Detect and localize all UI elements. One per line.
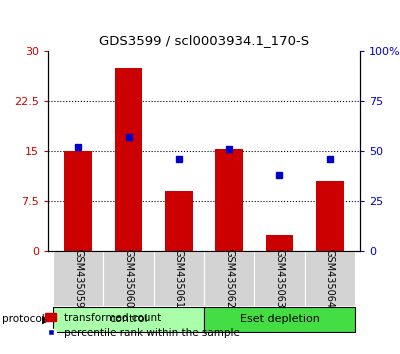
Text: GSM435062: GSM435062	[224, 249, 234, 308]
Bar	[115, 68, 142, 251]
Bar	[64, 152, 92, 251]
Text: GSM435061: GSM435061	[174, 249, 184, 308]
Bar	[154, 251, 204, 306]
Bar	[215, 149, 243, 251]
Bar	[266, 235, 293, 251]
Text: ▶: ▶	[42, 314, 50, 325]
Bar	[204, 251, 254, 306]
Bar	[316, 181, 344, 251]
Bar	[53, 307, 204, 332]
Text: Eset depletion: Eset depletion	[240, 314, 320, 325]
Bar	[53, 251, 103, 306]
Bar	[103, 251, 154, 306]
Bar	[204, 307, 355, 332]
Text: control: control	[109, 314, 148, 325]
Bar	[165, 191, 193, 251]
Legend: transformed count, percentile rank within the sample: transformed count, percentile rank withi…	[41, 309, 244, 342]
Text: GSM435064: GSM435064	[325, 249, 335, 308]
Text: protocol: protocol	[2, 314, 45, 325]
Title: GDS3599 / scl0003934.1_170-S: GDS3599 / scl0003934.1_170-S	[99, 34, 309, 47]
Text: GSM435060: GSM435060	[124, 249, 134, 308]
Bar	[254, 251, 305, 306]
Text: GSM435059: GSM435059	[73, 249, 83, 308]
Text: GSM435063: GSM435063	[274, 249, 284, 308]
Bar	[305, 251, 355, 306]
